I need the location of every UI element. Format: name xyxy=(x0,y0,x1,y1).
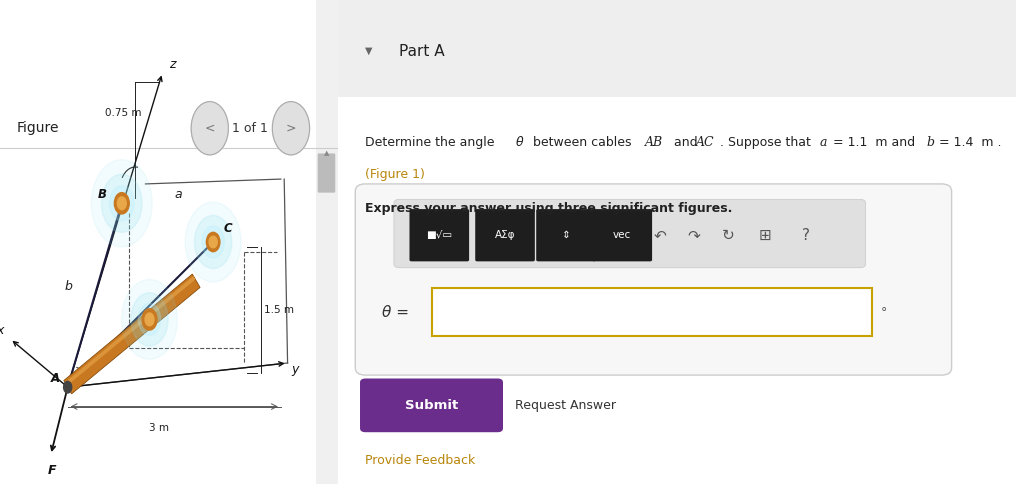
Circle shape xyxy=(91,160,152,247)
Text: ■√▭: ■√▭ xyxy=(427,230,452,240)
Text: ↷: ↷ xyxy=(688,228,700,242)
Text: C: C xyxy=(224,222,232,235)
Circle shape xyxy=(272,102,310,155)
Circle shape xyxy=(102,174,142,232)
Circle shape xyxy=(122,279,178,359)
Text: and: and xyxy=(671,136,702,149)
Text: >: > xyxy=(285,122,297,135)
Text: Determine the angle: Determine the angle xyxy=(366,136,499,149)
Text: A: A xyxy=(51,372,60,385)
Circle shape xyxy=(185,202,241,282)
Text: B: B xyxy=(99,188,107,201)
Text: Figure: Figure xyxy=(17,121,59,135)
Text: Provide Feedback: Provide Feedback xyxy=(366,454,475,467)
Circle shape xyxy=(194,215,232,269)
Circle shape xyxy=(110,186,134,221)
Text: b: b xyxy=(927,136,935,149)
Text: AC: AC xyxy=(696,136,714,149)
Text: vec: vec xyxy=(613,230,631,240)
Circle shape xyxy=(131,293,168,346)
FancyBboxPatch shape xyxy=(360,378,503,432)
Text: F: F xyxy=(48,464,56,477)
FancyBboxPatch shape xyxy=(536,209,595,261)
Text: 1.5 m: 1.5 m xyxy=(264,305,294,315)
Text: θ: θ xyxy=(516,136,523,149)
Text: θ =: θ = xyxy=(382,305,409,319)
Text: ↶: ↶ xyxy=(654,228,666,242)
Circle shape xyxy=(64,381,72,393)
Circle shape xyxy=(117,197,126,210)
Circle shape xyxy=(145,313,154,326)
FancyBboxPatch shape xyxy=(475,209,534,261)
Bar xyxy=(316,0,338,484)
Text: 0.75 m: 0.75 m xyxy=(105,108,141,118)
Bar xyxy=(432,288,873,336)
Text: Express your answer using three significant figures.: Express your answer using three signific… xyxy=(366,202,733,214)
Polygon shape xyxy=(68,276,195,383)
Polygon shape xyxy=(64,274,200,394)
Text: z: z xyxy=(169,58,176,71)
FancyBboxPatch shape xyxy=(356,184,952,375)
Text: = 1.1  m and: = 1.1 m and xyxy=(829,136,919,149)
Text: ⇕: ⇕ xyxy=(562,230,570,240)
Circle shape xyxy=(142,309,156,330)
FancyBboxPatch shape xyxy=(592,209,652,261)
Text: AB: AB xyxy=(645,136,663,149)
Text: θ: θ xyxy=(91,360,99,370)
Text: Request Answer: Request Answer xyxy=(514,399,616,411)
Text: ⊞: ⊞ xyxy=(759,228,771,242)
FancyBboxPatch shape xyxy=(318,153,335,193)
Text: Part A: Part A xyxy=(399,45,445,59)
Text: <: < xyxy=(204,122,215,135)
Circle shape xyxy=(209,236,217,248)
Text: a: a xyxy=(820,136,827,149)
FancyBboxPatch shape xyxy=(394,199,866,268)
Text: 1 of 1: 1 of 1 xyxy=(233,122,268,135)
Text: y: y xyxy=(291,363,299,376)
Text: ▼: ▼ xyxy=(366,46,373,56)
Text: ?: ? xyxy=(802,228,810,242)
Text: ▲: ▲ xyxy=(324,150,329,156)
Bar xyxy=(338,0,1016,97)
Text: ↻: ↻ xyxy=(721,228,735,242)
Circle shape xyxy=(206,232,219,252)
Text: 3 m: 3 m xyxy=(149,423,169,433)
Circle shape xyxy=(202,226,225,258)
Text: x: x xyxy=(0,324,4,337)
Text: Submit: Submit xyxy=(404,399,458,411)
Text: b: b xyxy=(64,280,72,293)
Text: (Figure 1): (Figure 1) xyxy=(366,168,426,181)
Circle shape xyxy=(191,102,229,155)
Text: = 1.4  m .: = 1.4 m . xyxy=(935,136,1001,149)
Text: AΣφ: AΣφ xyxy=(495,230,515,240)
Text: between cables: between cables xyxy=(529,136,636,149)
FancyBboxPatch shape xyxy=(409,209,469,261)
Circle shape xyxy=(138,303,161,335)
Text: . Suppose that: . Suppose that xyxy=(720,136,815,149)
Text: a: a xyxy=(174,188,182,201)
Circle shape xyxy=(115,193,129,214)
Text: °: ° xyxy=(881,306,887,318)
